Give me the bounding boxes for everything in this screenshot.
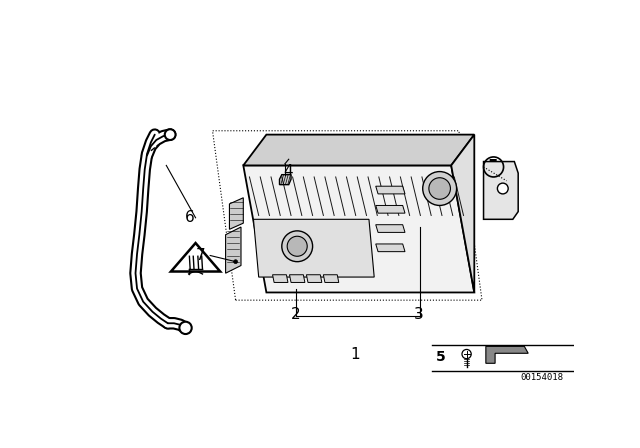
Polygon shape xyxy=(484,162,518,220)
Polygon shape xyxy=(253,220,374,277)
Polygon shape xyxy=(273,275,288,282)
Polygon shape xyxy=(451,134,474,293)
Polygon shape xyxy=(376,244,405,252)
Text: 5: 5 xyxy=(436,350,445,364)
Polygon shape xyxy=(243,134,474,165)
Circle shape xyxy=(497,183,508,194)
Circle shape xyxy=(422,172,456,206)
Circle shape xyxy=(282,231,312,262)
Text: 3: 3 xyxy=(414,306,424,322)
Polygon shape xyxy=(323,275,339,282)
Text: 00154018: 00154018 xyxy=(520,373,564,382)
Text: 6: 6 xyxy=(184,210,195,225)
Text: 1: 1 xyxy=(350,347,360,362)
Circle shape xyxy=(164,129,175,140)
Text: 5: 5 xyxy=(488,159,499,174)
Polygon shape xyxy=(307,275,322,282)
Circle shape xyxy=(287,236,307,256)
Polygon shape xyxy=(230,198,243,229)
Polygon shape xyxy=(376,186,405,194)
Circle shape xyxy=(234,260,237,263)
Polygon shape xyxy=(376,206,405,213)
Polygon shape xyxy=(376,225,405,233)
Polygon shape xyxy=(243,165,474,293)
Polygon shape xyxy=(486,346,528,363)
Polygon shape xyxy=(289,275,305,282)
Circle shape xyxy=(179,322,192,334)
Text: 4: 4 xyxy=(283,164,292,179)
Polygon shape xyxy=(225,227,241,273)
Text: 2: 2 xyxy=(291,306,300,322)
Text: 7: 7 xyxy=(196,248,206,263)
Polygon shape xyxy=(280,175,291,185)
Circle shape xyxy=(429,178,451,199)
